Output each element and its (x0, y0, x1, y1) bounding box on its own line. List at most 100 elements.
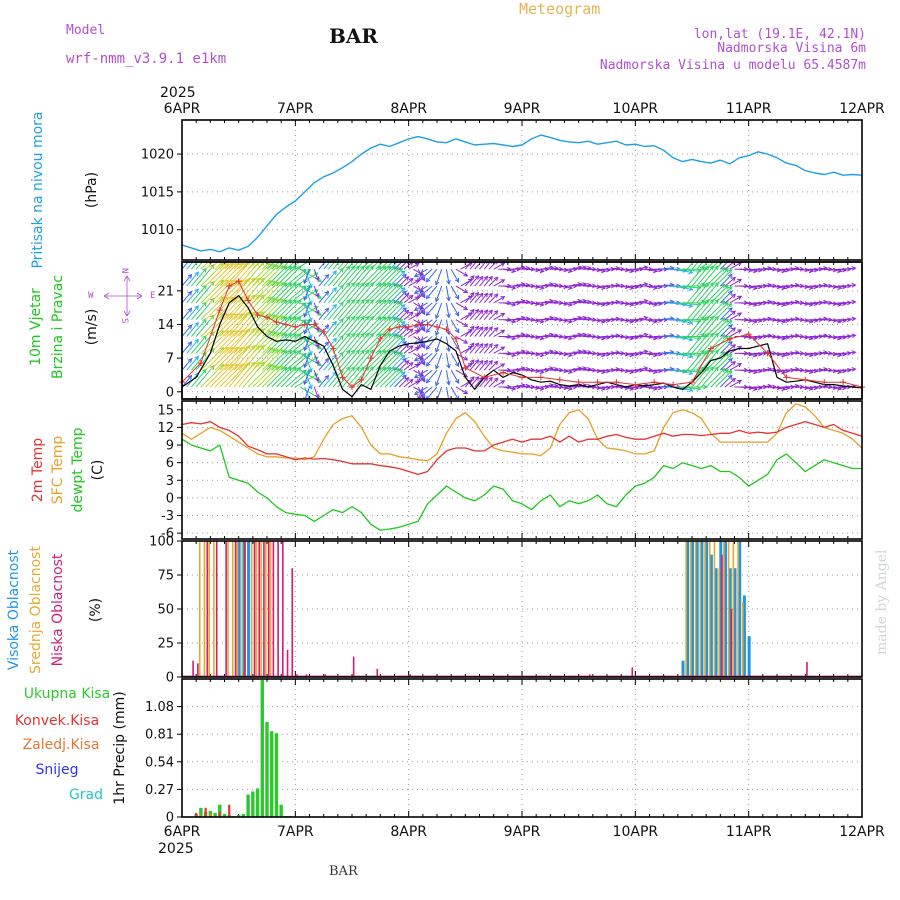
bottom-time-label: 7APR (277, 824, 314, 840)
wind-arrow (559, 336, 573, 340)
wind-arrow (346, 262, 354, 270)
wind-arrow (252, 314, 275, 337)
wind-arrow (252, 364, 275, 388)
wind-ylabel-2: Brzina i Pravac (50, 275, 66, 379)
wind-arrow-head (731, 361, 737, 366)
wind-arrow (214, 330, 239, 354)
wind-arrow (705, 368, 725, 388)
wind-gust-marker (367, 355, 374, 362)
wind-arrow (224, 263, 248, 287)
wind-arrow-head (376, 349, 382, 355)
wind-arrow (285, 302, 307, 321)
wind-arrow-head (402, 307, 407, 313)
convective-rain-bar (195, 812, 198, 817)
wind-arrow (805, 369, 818, 372)
wind-arrow (635, 367, 648, 371)
wind-gust-marker (339, 374, 346, 381)
wind-arrow (776, 386, 790, 389)
bottom-time-label: 8APR (390, 824, 427, 840)
wind-arrow (517, 284, 530, 287)
wind-arrow (361, 266, 382, 287)
wind-arrow (592, 285, 606, 289)
wind-arrow (361, 316, 382, 337)
wind-arrow-head (720, 283, 726, 289)
mid-cloud-bar (690, 541, 692, 677)
wind-arrow (696, 316, 714, 337)
wind-arrow-head (425, 378, 431, 384)
wind-arrow-head (737, 363, 743, 368)
wind-arrow (786, 385, 799, 388)
wind-arrow (417, 369, 424, 383)
wind-arrow (435, 269, 443, 285)
wind-arrow-head (324, 273, 330, 279)
wind-arrow (214, 364, 239, 388)
wind-arrow (710, 285, 729, 304)
wind-arrow (719, 274, 733, 287)
wind-arrow-head (317, 378, 323, 383)
wind-arrow-head (408, 362, 414, 367)
wind-arrow (464, 326, 475, 337)
wind-arrow (304, 285, 312, 305)
wind-arrow-head (414, 262, 420, 268)
wind-arrow (271, 367, 292, 388)
wind-arrow-head (474, 275, 480, 280)
mid-cloud-bar (255, 541, 258, 677)
station-title: BAR (329, 24, 378, 48)
wind-arrow (649, 319, 662, 322)
wind-arrow (182, 262, 189, 270)
wind-arrow (455, 302, 468, 310)
wind-arrow (597, 369, 610, 372)
high-cloud-bar (242, 541, 246, 677)
wind-gust-marker (292, 323, 299, 330)
wind-arrow (540, 384, 554, 388)
wind-arrow-head (474, 308, 480, 314)
wind-arrow (285, 336, 307, 354)
wind-arrow-head (282, 282, 288, 288)
y-tick-label: 0.27 (145, 783, 174, 798)
wind-arrow-head (500, 279, 506, 284)
cloud-ylabel: Niska Oblacnost (50, 553, 66, 666)
wind-arrow (342, 265, 360, 287)
wind-arrow (729, 329, 742, 337)
wind-arrow (450, 386, 459, 399)
wind-arrow-head (720, 334, 726, 339)
wind-arrow (649, 268, 662, 271)
low-cloud-bar (324, 674, 327, 677)
wind-arrow-head (467, 312, 473, 317)
wind-arrow (569, 283, 582, 287)
wind-arrow (729, 379, 742, 388)
wind-arrow-head (488, 376, 493, 382)
wind-arrow (323, 262, 331, 270)
wind-arrow (375, 350, 396, 371)
wind-arrow (569, 317, 582, 321)
y-tick-label: 7 (166, 352, 174, 367)
wind-arrow (252, 331, 275, 354)
wind-arrow-head (469, 342, 475, 348)
wind-arrow-head (314, 343, 320, 349)
wind-arrow (435, 302, 443, 319)
wind-arrow-head (728, 253, 732, 257)
wind-arrow-head (260, 277, 265, 283)
mid-cloud-bar (737, 541, 739, 677)
wind-arrow (729, 262, 742, 270)
wind-arrow (295, 373, 319, 388)
wind-arrow-head (413, 289, 419, 294)
wind-arrow-head (404, 292, 410, 298)
wind-arrow (483, 377, 493, 388)
total-rain-bar (251, 791, 255, 817)
wind-arrow-head (187, 290, 193, 296)
temp-unit-label: (C) (90, 460, 106, 481)
y-tick-label: 1.08 (145, 700, 174, 715)
wind-arrow (276, 299, 297, 321)
wind-arrow (483, 262, 491, 270)
wind-arrow (545, 284, 559, 287)
wind-arrow-head (394, 351, 400, 356)
wind-arrow-head (530, 350, 536, 356)
wind-arrow-head (474, 291, 480, 297)
wind-arrow-head (530, 283, 536, 289)
wind-arrow (224, 330, 248, 354)
wind-arrow (531, 319, 544, 323)
wind-arrow (445, 336, 450, 352)
wind-arrow-head (283, 250, 287, 254)
wind-arrow-head (493, 360, 499, 366)
